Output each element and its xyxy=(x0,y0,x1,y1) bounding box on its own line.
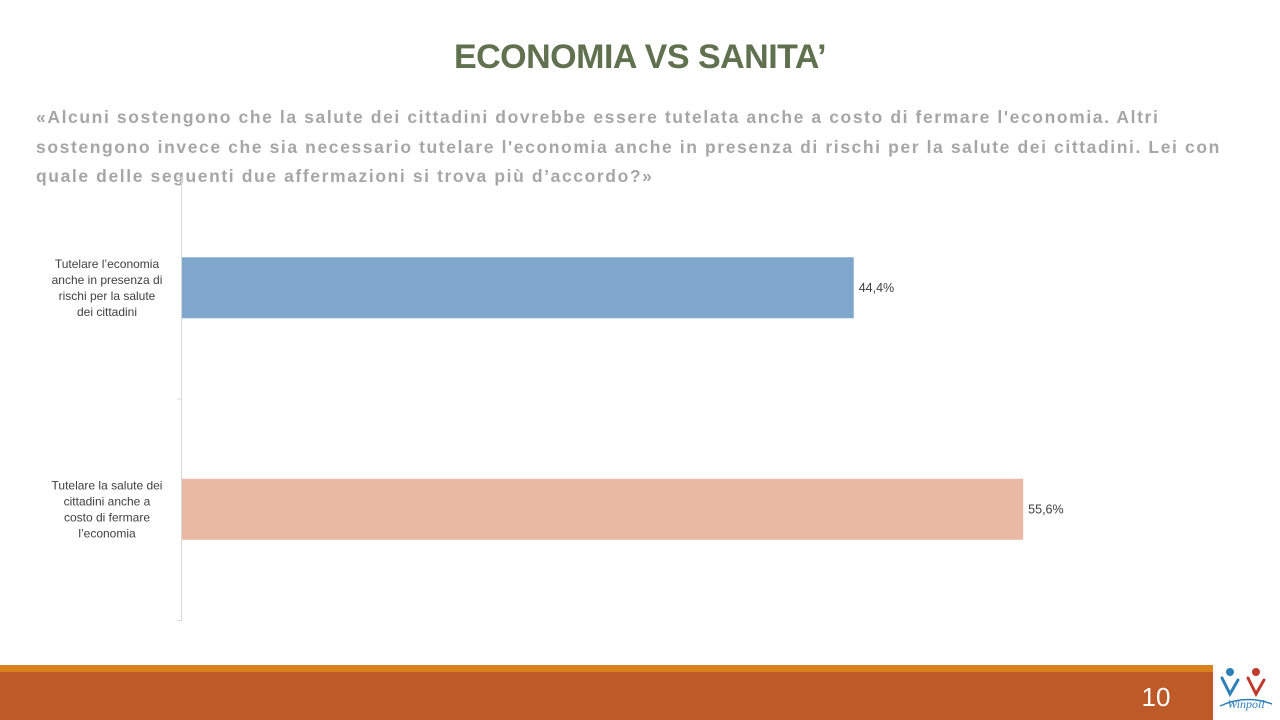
footer-bar xyxy=(0,672,1213,720)
bar-chart: 44,4% Tutelare l’economia anche in presenz… xyxy=(52,177,1064,621)
bar-2 xyxy=(182,478,1024,540)
page-number: 10 xyxy=(1141,682,1171,712)
logo-text: Winpoll xyxy=(1227,697,1265,711)
winpoll-logo: Winpoll xyxy=(1219,668,1273,711)
data-label-2: 55,6% xyxy=(1028,502,1063,516)
data-label-1: 44,4% xyxy=(859,281,894,295)
footer-accent-line xyxy=(0,665,1213,672)
category-label-1: Tutelare l’economia anche in presenza di r… xyxy=(52,257,163,319)
slide-title: ECONOMIA VS SANITA’ xyxy=(453,38,827,76)
survey-question: «Alcuni sostengono che la salute dei cit… xyxy=(36,107,1221,186)
bar-1 xyxy=(182,257,854,319)
